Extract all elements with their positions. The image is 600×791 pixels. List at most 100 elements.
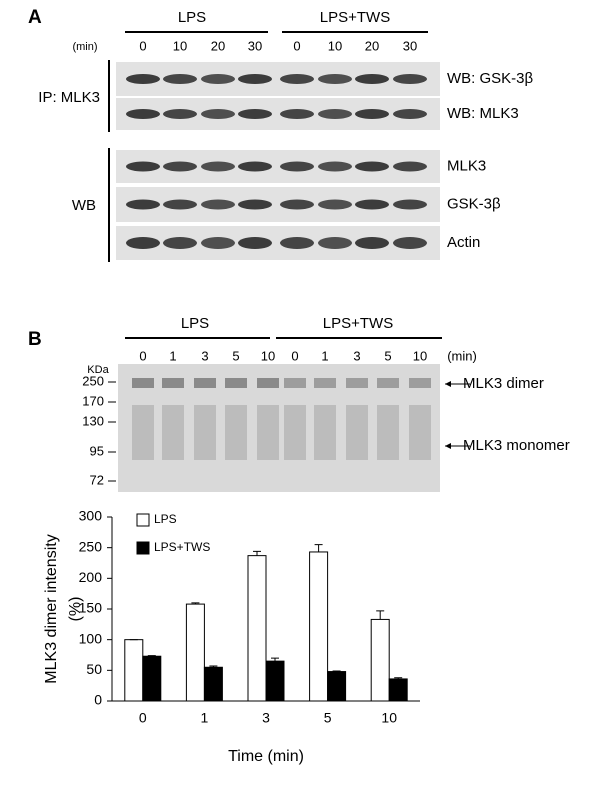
marker-label: 250 (82, 373, 104, 388)
blot-band (126, 237, 160, 249)
arrow-head (445, 443, 451, 449)
group-label: LPS+TWS (323, 315, 393, 332)
blot-band (355, 199, 389, 210)
y-tick-label: 300 (79, 508, 103, 524)
bar (203, 666, 223, 702)
y-axis-label: MLK3 dimer intensity (43, 534, 60, 683)
lane-band (377, 378, 399, 388)
lane-band (194, 378, 216, 388)
x-tick-label: 10 (381, 710, 397, 726)
blot-band (280, 109, 314, 119)
blot-band (238, 109, 272, 119)
time-label: 1 (169, 348, 176, 363)
time-label: 5 (232, 348, 239, 363)
row-label: MLK3 (447, 157, 486, 174)
error-bar (271, 657, 279, 662)
time-label: 10 (261, 348, 275, 363)
bar (388, 678, 408, 702)
x-tick-label: 0 (139, 710, 147, 726)
time-label: 0 (139, 348, 146, 363)
blot-band (126, 199, 160, 210)
unit: (min) (447, 348, 477, 363)
panel-label: A (28, 7, 42, 28)
error-bar (394, 677, 403, 679)
blot-band (355, 161, 389, 172)
time-label: 0 (139, 38, 146, 53)
time-label: 0 (291, 348, 298, 363)
time-label: 0 (293, 38, 300, 53)
blot-band (318, 161, 352, 172)
time-label: 10 (328, 38, 342, 53)
legend-label: LPS (154, 512, 177, 526)
legend-swatch (136, 513, 150, 527)
blot-band (393, 237, 427, 249)
blot-band (280, 199, 314, 210)
y-tick-label: 50 (86, 661, 102, 677)
time-label: 30 (403, 38, 417, 53)
lane-smear (225, 405, 247, 460)
error-bar (332, 670, 341, 672)
legend-label: LPS+TWS (154, 540, 210, 554)
blot-band (355, 74, 389, 84)
blot-band (163, 237, 197, 249)
lane-smear (132, 405, 154, 460)
bar (327, 671, 347, 702)
group-label: LPS (178, 9, 206, 26)
marker-label: 130 (82, 413, 104, 428)
time-label: 20 (365, 38, 379, 53)
time-label: 10 (173, 38, 187, 53)
time-label: 30 (248, 38, 262, 53)
lane-band (314, 378, 336, 388)
arrow-label: MLK3 monomer (463, 437, 570, 454)
blot-band (393, 74, 427, 84)
blot-band (201, 199, 235, 210)
section-label: WB (72, 197, 96, 214)
x-tick-label: 5 (324, 710, 332, 726)
x-tick-label: 3 (262, 710, 270, 726)
time-label: 1 (321, 348, 328, 363)
blot-band (163, 74, 197, 84)
bar (247, 555, 267, 702)
blot-band (355, 237, 389, 249)
bar (185, 603, 205, 702)
marker-label: 95 (90, 443, 104, 458)
blot-band (393, 199, 427, 210)
lane-band (162, 378, 184, 388)
blot-band (318, 199, 352, 210)
bar (309, 551, 329, 702)
blot-band (280, 74, 314, 84)
time-label: 20 (211, 38, 225, 53)
lane-smear (409, 405, 431, 460)
bar (142, 655, 162, 702)
lane-band (284, 378, 306, 388)
panel-label: B (28, 329, 42, 350)
blot-band (318, 109, 352, 119)
error-bar (253, 550, 261, 556)
lane-band (132, 378, 154, 388)
marker-label: 72 (90, 472, 104, 487)
error-bar (314, 544, 323, 552)
time-label: 10 (413, 348, 427, 363)
time-label: 3 (201, 348, 208, 363)
blot-band (280, 237, 314, 249)
group-label: LPS (181, 315, 209, 332)
blot-band (163, 199, 197, 210)
blot-band (393, 161, 427, 172)
blot-band (355, 109, 389, 119)
y-tick-label: 200 (79, 569, 103, 585)
lane-band (409, 378, 431, 388)
blot-band (393, 109, 427, 119)
lane-smear (377, 405, 399, 460)
blot-band (318, 74, 352, 84)
y-tick-label: 150 (79, 600, 103, 616)
arrow-head (445, 381, 451, 387)
blot-band (163, 109, 197, 119)
marker-unit: KDa (87, 364, 109, 376)
error-bar (209, 665, 218, 668)
blot-band (163, 161, 197, 172)
lane-smear (314, 405, 336, 460)
time-label: 5 (384, 348, 391, 363)
lane-band (346, 378, 368, 388)
blot-band (201, 237, 235, 249)
